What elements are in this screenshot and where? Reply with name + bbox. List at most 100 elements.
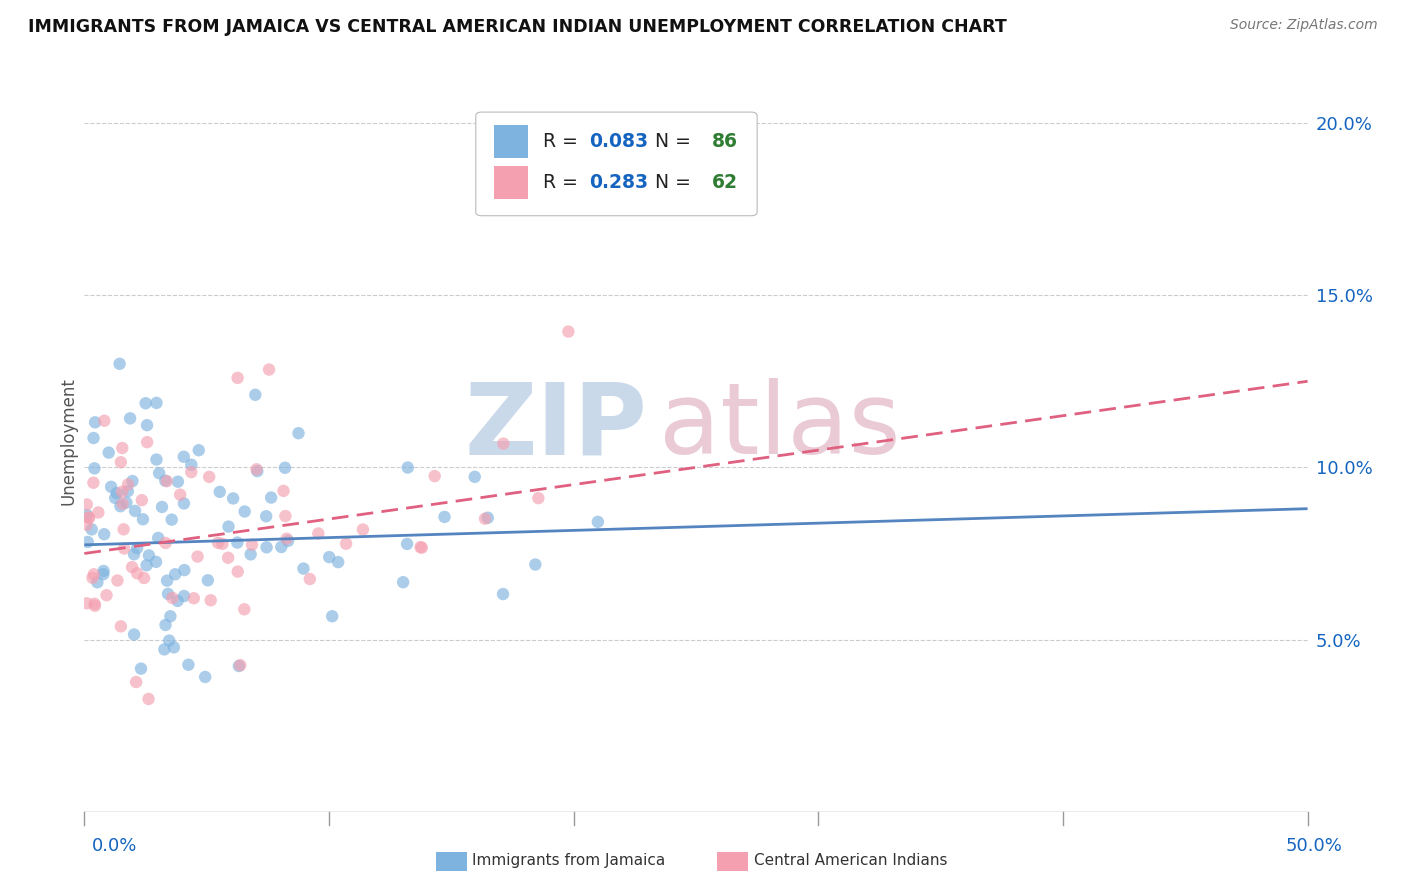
Point	[411, 541, 433, 555]
Point	[87, 506, 110, 520]
Text: Immigrants from Jamaica: Immigrants from Jamaica	[472, 854, 665, 868]
Point	[180, 465, 202, 479]
Point	[256, 541, 278, 555]
Point	[524, 558, 547, 572]
Point	[423, 469, 446, 483]
Point	[136, 418, 159, 433]
Point	[222, 491, 245, 506]
Point	[173, 589, 195, 603]
Point	[233, 504, 256, 518]
Point	[226, 535, 249, 549]
Point	[157, 633, 180, 648]
Point	[274, 460, 297, 475]
Point	[153, 642, 176, 657]
Point	[148, 466, 170, 480]
Text: 62: 62	[711, 173, 738, 192]
Point	[246, 462, 269, 476]
Point	[82, 571, 104, 585]
Point	[83, 567, 105, 582]
Point	[132, 512, 155, 526]
Point	[198, 470, 221, 484]
Point	[183, 591, 205, 606]
Point	[77, 510, 100, 524]
Text: N =: N =	[644, 173, 697, 192]
Point	[160, 513, 183, 527]
Point	[173, 496, 195, 510]
Point	[240, 538, 263, 552]
Text: Central American Indians: Central American Indians	[754, 854, 948, 868]
Point	[112, 522, 135, 536]
Point	[392, 575, 415, 590]
Point	[93, 564, 115, 578]
Point	[157, 587, 180, 601]
Point	[159, 609, 181, 624]
Point	[104, 491, 127, 505]
Point	[76, 535, 98, 549]
Point	[136, 435, 159, 450]
Text: 0.0%: 0.0%	[91, 837, 136, 855]
Point	[166, 594, 188, 608]
Point	[76, 498, 98, 512]
Point	[129, 662, 152, 676]
Point	[246, 464, 269, 478]
Point	[111, 484, 134, 499]
Point	[298, 572, 321, 586]
Point	[527, 491, 550, 505]
Point	[77, 510, 100, 524]
Point	[97, 445, 120, 459]
Point	[194, 670, 217, 684]
Point	[122, 547, 145, 561]
Point	[287, 426, 309, 441]
Point	[110, 455, 132, 469]
Point	[93, 414, 115, 428]
Point	[433, 510, 456, 524]
FancyBboxPatch shape	[475, 112, 758, 216]
Point	[155, 536, 177, 550]
Point	[163, 640, 186, 655]
Point	[117, 484, 139, 499]
Point	[110, 499, 132, 513]
Point	[211, 537, 233, 551]
Point	[254, 509, 277, 524]
Text: R =: R =	[543, 132, 583, 152]
Y-axis label: Unemployment: Unemployment	[59, 377, 77, 506]
Point	[477, 510, 499, 524]
Point	[162, 591, 184, 605]
Point	[277, 533, 299, 548]
Point	[321, 609, 343, 624]
Text: 0.083: 0.083	[589, 132, 648, 152]
Point	[165, 567, 187, 582]
Point	[115, 496, 138, 510]
Text: 50.0%: 50.0%	[1286, 837, 1343, 855]
Point	[83, 431, 105, 445]
Point	[125, 675, 148, 690]
Point	[91, 567, 114, 582]
Point	[135, 558, 157, 573]
Point	[138, 692, 160, 706]
Point	[207, 536, 229, 550]
Point	[200, 593, 222, 607]
Point	[586, 515, 609, 529]
Point	[180, 458, 202, 472]
Point	[117, 477, 139, 491]
Point	[121, 474, 143, 488]
Point	[111, 441, 134, 455]
Point	[76, 596, 98, 610]
Point	[492, 587, 515, 601]
Point	[396, 460, 419, 475]
Text: N =: N =	[644, 132, 697, 152]
Point	[276, 532, 298, 546]
Text: atlas: atlas	[659, 378, 901, 475]
Point	[83, 597, 105, 611]
Bar	[494, 166, 529, 199]
Point	[274, 509, 297, 524]
Point	[148, 531, 170, 545]
Point	[396, 537, 419, 551]
Point	[352, 523, 374, 537]
Point	[167, 475, 190, 489]
Point	[187, 549, 209, 564]
Point	[155, 474, 177, 488]
Point	[120, 411, 142, 425]
Point	[245, 388, 267, 402]
Point	[307, 526, 329, 541]
